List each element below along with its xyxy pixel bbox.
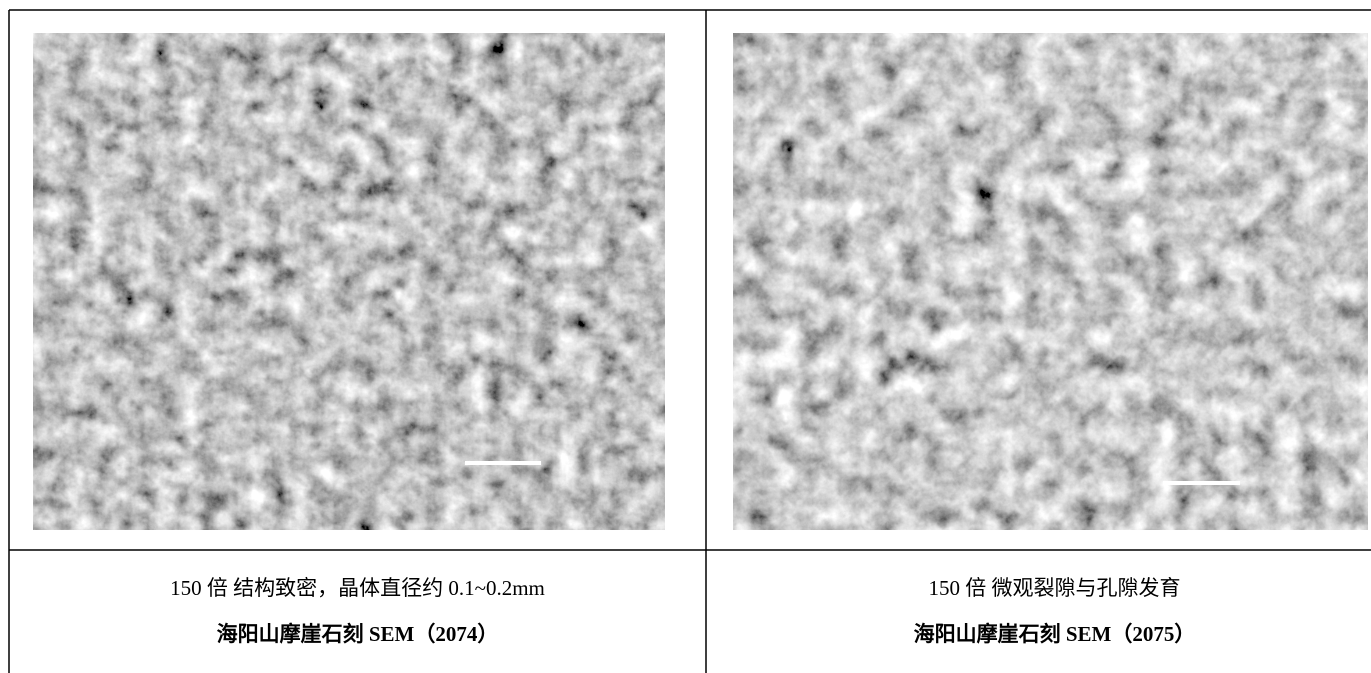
caption: 150 倍 结构致密，晶体直径约 0.1~0.2mm <box>9 572 706 602</box>
sem-image-2074 <box>33 33 665 530</box>
figure-title: 海阳山摩崖石刻 SEM（2074） <box>9 618 706 648</box>
page: {"cells": [ {"caption": "150 倍 结构致密，晶体直径… <box>0 0 1371 673</box>
figure-title: 海阳山摩崖石刻 SEM（2075） <box>706 618 1371 648</box>
caption: 150 倍 微观裂隙与孔隙发育 <box>706 572 1371 602</box>
sem-image-2075 <box>733 33 1368 530</box>
